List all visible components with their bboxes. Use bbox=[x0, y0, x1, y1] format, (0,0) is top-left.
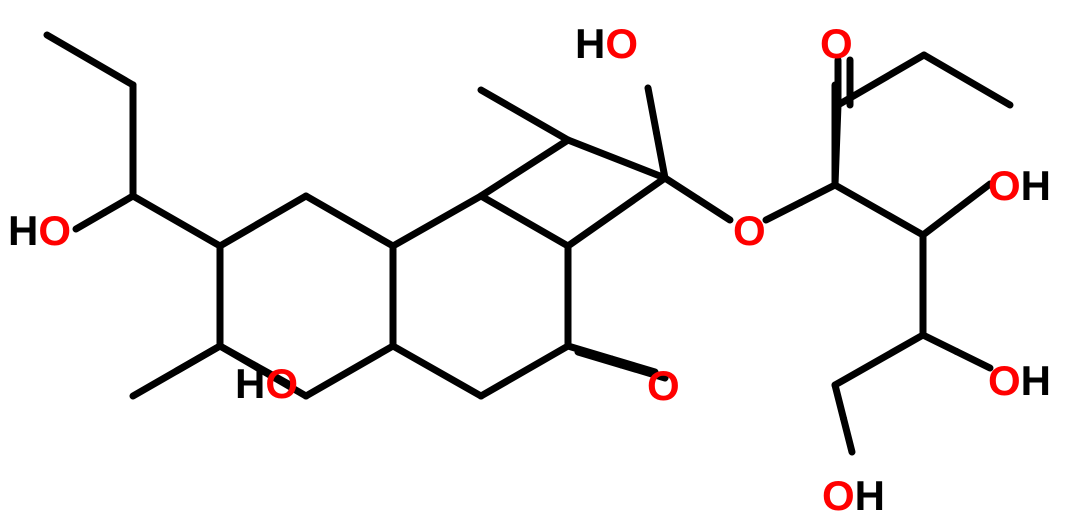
bond bbox=[835, 335, 923, 385]
atom-label: O bbox=[647, 362, 680, 409]
bond bbox=[481, 140, 568, 196]
molecule-diagram: HO HO HO O O O OH OH OH bbox=[0, 0, 1083, 523]
atom-label: OH bbox=[822, 472, 885, 519]
atom-label: HO bbox=[575, 20, 638, 67]
bond bbox=[923, 335, 957, 352]
bond bbox=[924, 55, 1010, 105]
bond bbox=[133, 196, 220, 246]
bond bbox=[306, 196, 393, 246]
bond bbox=[568, 178, 665, 246]
bond bbox=[801, 185, 836, 203]
bond bbox=[835, 385, 844, 419]
bond bbox=[648, 88, 657, 133]
bond bbox=[835, 105, 838, 185]
bond bbox=[393, 346, 481, 396]
bond bbox=[105, 196, 134, 213]
bond bbox=[766, 203, 801, 221]
atom-label: OH bbox=[988, 357, 1051, 404]
bond bbox=[957, 184, 991, 210]
bond bbox=[665, 178, 698, 199]
bond bbox=[177, 346, 221, 371]
labels-layer: HO HO HO O O O OH OH OH bbox=[8, 20, 1051, 519]
atom-label: O bbox=[820, 20, 853, 67]
bond bbox=[481, 346, 568, 396]
bond bbox=[657, 133, 666, 178]
bond bbox=[923, 210, 957, 236]
atom-label: HO bbox=[8, 207, 71, 254]
bond bbox=[47, 35, 133, 85]
bond bbox=[76, 213, 105, 230]
bonds-layer bbox=[47, 35, 1010, 452]
bond bbox=[220, 196, 306, 246]
atom-label: HO bbox=[235, 360, 298, 407]
bond bbox=[698, 199, 731, 220]
bond bbox=[957, 352, 991, 369]
bond bbox=[835, 185, 923, 235]
atom-label: OH bbox=[988, 162, 1051, 209]
bond bbox=[481, 196, 568, 246]
atom-label: O bbox=[733, 207, 766, 254]
bond bbox=[393, 196, 481, 246]
bond bbox=[844, 419, 853, 453]
bond bbox=[481, 90, 568, 140]
bond bbox=[568, 140, 665, 178]
bond bbox=[306, 346, 393, 396]
